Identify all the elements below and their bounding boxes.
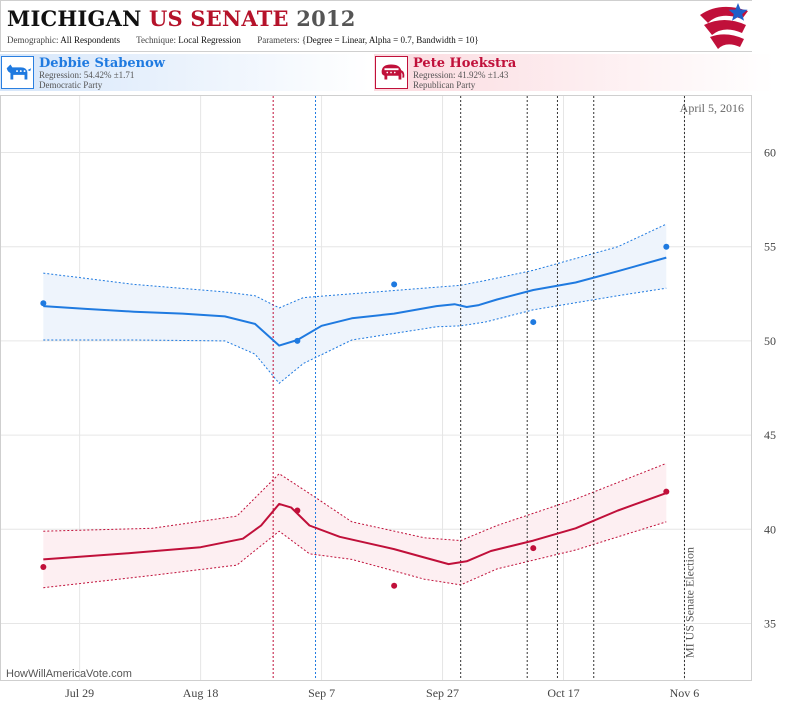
candidate-party: Republican Party <box>413 80 476 90</box>
poll-point <box>663 488 670 495</box>
date-stamp: April 5, 2016 <box>679 101 744 115</box>
poll-point <box>391 582 398 589</box>
candidate-regression: Regression: 54.42% ±1.71 <box>39 70 135 80</box>
x-tick-label: Oct 17 <box>547 686 579 700</box>
poll-point <box>530 319 537 326</box>
parameters-line: Demographic: All Respondents Technique: … <box>7 35 493 45</box>
regression-chart: MI US Senate Election 35 40 45 50 55 60 Jul 2… <box>0 95 776 700</box>
band-upper-line <box>43 462 667 542</box>
trend-lines <box>43 256 667 566</box>
chart-header: MICHIGAN US SENATE 2012 Demographic: All… <box>0 0 752 52</box>
band-lower-line <box>43 287 667 385</box>
technique-label: Technique: <box>136 35 176 45</box>
x-tick-label: Aug 18 <box>183 686 219 700</box>
technique-value: Local Regression <box>178 35 241 45</box>
poll-point <box>530 545 537 552</box>
y-tick-label: 45 <box>764 428 776 442</box>
candidate-card-democrat: Debbie Stabenow Regression: 54.42% ±1.71… <box>0 54 370 91</box>
poll-point <box>294 337 301 344</box>
demographic-value: All Respondents <box>60 35 120 45</box>
x-tick-label: Jul 29 <box>65 686 94 700</box>
x-tick-label: Nov 6 <box>670 686 700 700</box>
title-office: US SENATE <box>149 6 289 31</box>
poll-point <box>294 507 301 514</box>
poll-point <box>40 300 47 307</box>
confidence-band <box>43 224 667 384</box>
candidate-party: Democratic Party <box>39 80 103 90</box>
title-year: 2012 <box>296 6 356 31</box>
candidate-card-republican: Pete Hoekstra Regression: 41.92% ±1.43 R… <box>374 54 774 91</box>
parameters-label: Parameters: <box>257 35 300 45</box>
event-lines: MI US Senate Election <box>272 96 696 680</box>
plot-area <box>0 95 752 681</box>
title-state: MICHIGAN <box>7 6 142 31</box>
site-watermark[interactable]: HowWillAmericaVote.com <box>6 668 132 680</box>
x-tick-label: Sep 27 <box>426 686 459 700</box>
y-axis-labels: 35 40 45 50 55 60 <box>764 146 776 631</box>
candidate-regression: Regression: 41.92% ±1.43 <box>413 70 509 80</box>
confidence-bands <box>43 223 667 589</box>
trend-line <box>43 256 667 347</box>
candidate-name: Pete Hoekstra <box>413 56 517 71</box>
band-lower-line <box>43 521 667 589</box>
y-tick-label: 60 <box>764 146 776 160</box>
poll-point <box>663 243 670 250</box>
y-tick-label: 50 <box>764 334 776 348</box>
event-label: MI US Senate Election <box>682 547 696 658</box>
donkey-icon <box>1 56 34 89</box>
poll-point <box>391 281 398 288</box>
demographic-label: Demographic: <box>7 35 59 45</box>
y-tick-label: 40 <box>764 522 776 536</box>
y-tick-label: 55 <box>764 240 776 254</box>
elephant-icon <box>375 56 408 89</box>
x-axis-labels: Jul 29 Aug 18 Sep 7 Sep 27 Oct 17 Nov 6 <box>65 686 699 700</box>
page-title: MICHIGAN US SENATE 2012 <box>7 6 356 31</box>
poll-points <box>40 243 670 589</box>
trend-line <box>43 492 667 566</box>
parameters-value: {Degree = Linear, Alpha = 0.7, Bandwidth… <box>301 35 479 45</box>
confidence-band <box>43 463 667 588</box>
site-logo-icon[interactable] <box>690 1 752 51</box>
y-tick-label: 35 <box>764 616 776 630</box>
poll-point <box>40 563 47 570</box>
x-tick-label: Sep 7 <box>308 686 335 700</box>
candidate-name: Debbie Stabenow <box>39 56 165 71</box>
